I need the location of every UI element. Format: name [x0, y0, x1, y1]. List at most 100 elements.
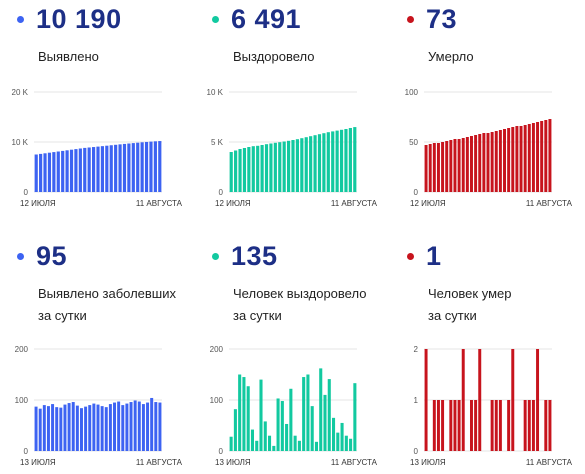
bar: [490, 132, 494, 192]
bar: [52, 152, 56, 192]
bar: [238, 149, 242, 192]
bar: [71, 402, 75, 451]
x-tick-label-start: 13 ИЮЛЯ: [215, 458, 251, 467]
bar: [544, 400, 548, 451]
bar: [149, 141, 153, 192]
bar: [84, 406, 88, 451]
bar: [118, 144, 122, 192]
bar: [445, 141, 449, 192]
bar: [309, 136, 313, 192]
bar: [503, 129, 507, 192]
x-tick-label-end: 11 АВГУСТА: [136, 199, 183, 208]
bar: [242, 377, 246, 451]
bar: [260, 145, 264, 192]
x-tick-label-start: 12 ИЮЛЯ: [20, 199, 56, 208]
chart-recovered: 10 K 5 K 0 12 ИЮЛЯ 11 АВГУСТА: [207, 88, 378, 208]
stat-label: Человек выздоровело: [233, 286, 367, 301]
bar: [548, 400, 552, 451]
bar: [256, 145, 260, 192]
y-tick-label: 2: [414, 345, 419, 354]
bar: [507, 400, 511, 451]
x-tick-label-end: 11 АВГУСТА: [331, 458, 378, 467]
stat-value: 95: [36, 241, 68, 271]
y-tick-label: 0: [24, 447, 29, 456]
bar: [79, 408, 83, 451]
bar: [105, 145, 109, 192]
bar: [314, 441, 319, 451]
x-tick-label-end: 11 АВГУСТА: [526, 199, 573, 208]
bar: [498, 130, 502, 192]
bar: [91, 147, 96, 192]
bar: [457, 139, 461, 192]
bar: [432, 400, 436, 451]
bar: [255, 440, 259, 451]
bar: [150, 397, 154, 451]
bar: [83, 147, 87, 192]
bar: [511, 127, 515, 192]
bar: [336, 432, 340, 451]
bar: [96, 404, 100, 451]
bar: [280, 401, 284, 451]
bar: [295, 139, 300, 192]
legend-dot: [407, 16, 414, 23]
bar: [263, 421, 267, 451]
bar: [519, 126, 523, 192]
bar: [286, 140, 291, 192]
bar: [474, 135, 478, 192]
bar: [441, 142, 445, 192]
bar: [339, 129, 344, 192]
bar: [234, 150, 238, 192]
bar: [465, 137, 469, 192]
bar: [276, 398, 280, 451]
bar: [273, 142, 277, 192]
bar: [344, 435, 348, 451]
bar: [453, 400, 457, 451]
bar: [131, 143, 135, 192]
stat-value: 73: [426, 4, 458, 34]
bar: [282, 141, 286, 192]
bar: [51, 404, 55, 451]
bar: [247, 147, 251, 192]
panel-died: 73 Умерло 100 50 0 12 ИЮЛЯ 11 АВГУСТА: [390, 0, 585, 237]
bar: [544, 120, 548, 192]
bar: [322, 133, 326, 192]
panel-detected: 10 190 Выявлено 20 K 10 K 0 12 ИЮЛЯ 11 АВГУСТА: [0, 0, 195, 237]
stat-value: 1: [426, 241, 442, 271]
panel-recovered: 6 491 Выздоровело 10 K 5 K 0 12 ИЮЛЯ 11 АВГУСТ…: [195, 0, 390, 237]
legend-dot: [212, 253, 219, 260]
bar: [46, 406, 50, 451]
bar: [310, 406, 314, 451]
bar: [482, 133, 486, 192]
bar: [344, 129, 348, 192]
bar: [43, 153, 47, 192]
bar: [278, 142, 282, 192]
bar: [117, 401, 121, 451]
stat-label: Выявлено заболевших: [38, 286, 176, 301]
y-tick-label: 10 K: [12, 138, 29, 147]
bar: [494, 131, 498, 192]
y-tick-label: 10 K: [207, 88, 224, 97]
x-tick-label-start: 13 ИЮЛЯ: [20, 458, 56, 467]
bar: [348, 128, 352, 192]
bar: [436, 400, 440, 451]
x-tick-label-end: 11 АВГУСТА: [136, 458, 183, 467]
bar: [449, 400, 453, 451]
bar: [331, 131, 335, 192]
bar: [331, 417, 336, 451]
stat-label: Выздоровело: [233, 49, 315, 64]
bar: [127, 143, 131, 192]
bar: [74, 149, 78, 192]
bar: [494, 400, 498, 451]
bar: [61, 150, 65, 192]
bar: [527, 124, 531, 192]
y-tick-label: 50: [409, 138, 418, 147]
chart-recovered-daily: 200 100 0 13 ИЮЛЯ 11 АВГУСТА: [210, 345, 378, 467]
bar: [323, 394, 327, 451]
bar: [297, 440, 301, 451]
bar: [136, 142, 140, 192]
bar: [536, 349, 540, 451]
bar: [96, 146, 100, 192]
bar: [540, 121, 544, 192]
bar: [291, 140, 295, 192]
bar: [272, 445, 276, 451]
